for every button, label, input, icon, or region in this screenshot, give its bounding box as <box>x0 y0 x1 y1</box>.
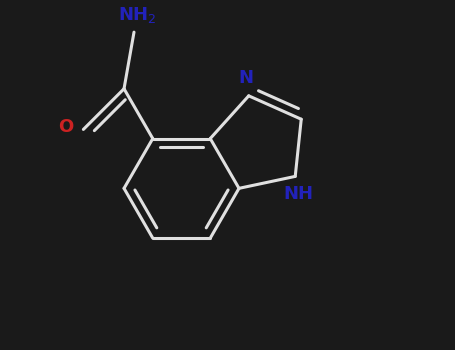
Text: NH$_2$: NH$_2$ <box>117 5 156 25</box>
Text: N: N <box>238 69 253 87</box>
Text: O: O <box>58 118 73 135</box>
Text: NH: NH <box>283 185 313 203</box>
